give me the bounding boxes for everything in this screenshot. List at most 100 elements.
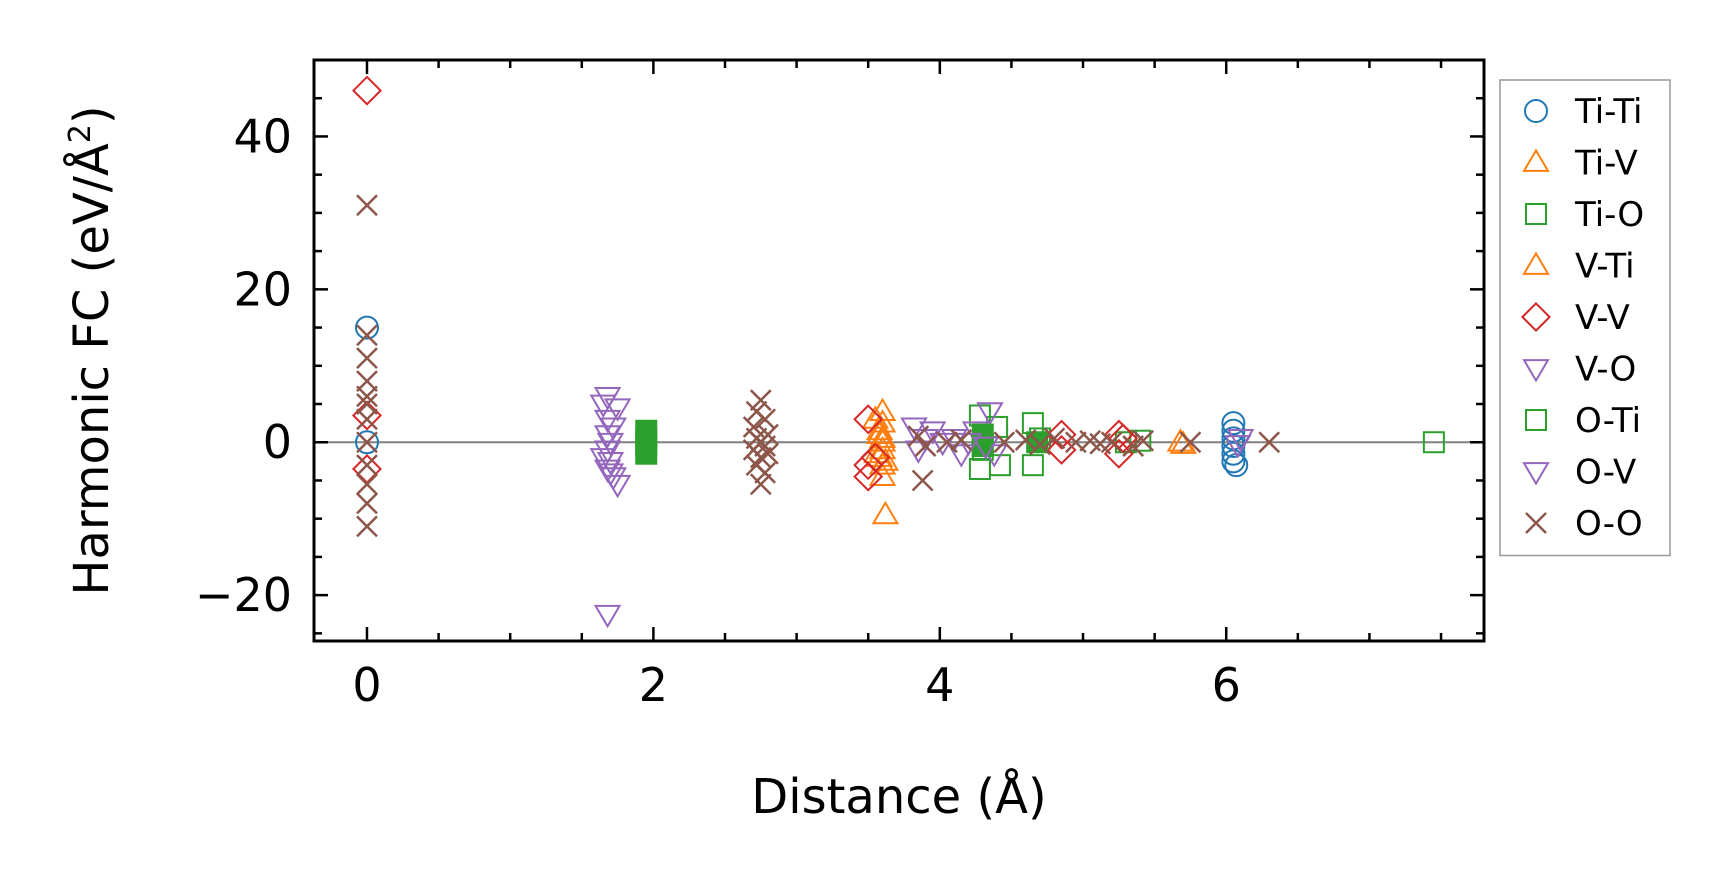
x-marker-stroke [749,389,772,412]
data-point [354,430,379,455]
legend-item: Ti-O [1525,195,1644,235]
legend-label: Ti-V [1574,144,1638,184]
data-point [354,315,379,340]
data-point [351,75,383,106]
data-point [1100,431,1123,454]
data-point [868,424,897,448]
legend-marker [1522,462,1550,486]
data-point [1108,423,1139,454]
x-marker-stroke [356,431,378,454]
legend-label: Ti-Ti [1574,92,1643,132]
x-marker-stroke [993,431,1016,454]
data-point [1258,431,1281,454]
x-marker-stroke [950,429,973,451]
data-point [1046,434,1077,465]
data-point [853,450,884,481]
x-marker-stroke [1122,435,1145,457]
x-tick-label: 6 [1212,658,1241,712]
data-point [754,435,776,457]
x-marker-stroke [356,347,378,370]
data-point [950,429,973,451]
data-point [1021,412,1044,435]
legend-label: O-O [1575,504,1643,544]
data-point [865,416,894,441]
data-point [904,440,933,464]
x-tick-label: 4 [925,658,954,712]
legend-item: V-V [1520,298,1630,338]
data-point [356,431,378,454]
data-point [356,408,378,431]
data-point [1046,419,1077,450]
data-point [1122,435,1145,457]
x-marker-stroke [356,393,378,415]
data-point [1021,454,1044,477]
data-point [599,417,628,441]
y-axis-label: Harmonic FC (eV/Å2) [63,105,120,595]
series-ti-ti [354,315,1249,478]
data-point [907,425,930,448]
x-marker-stroke [914,435,937,457]
data-point [968,457,991,480]
x-marker-stroke [356,370,378,392]
series-v-v [351,75,1139,492]
x-tick-label: 2 [639,658,668,712]
data-point [356,324,378,347]
data-point [593,425,622,449]
legend-marker [1522,251,1550,275]
data-point [1103,438,1134,469]
data-point [596,463,625,487]
x-marker-stroke [356,473,378,496]
data-point [356,492,378,515]
data-point [589,448,618,472]
x-marker-stroke [356,385,378,408]
series-o-o [356,194,1281,538]
axes-frame [312,58,1486,643]
legend-items: Ti-Ti Ti-V Ti-O V-Ti V-V V-O O-Ti O-V O-O [1520,92,1644,544]
data-point [596,451,625,476]
data-point [911,469,934,492]
data-point [1129,429,1152,452]
x-marker-stroke [1100,431,1123,454]
data-point [356,473,378,496]
x-marker-stroke [1525,512,1547,534]
data-point [971,436,1000,461]
x-marker-stroke [1029,433,1051,456]
legend-label: V-V [1575,298,1630,338]
data-point [868,435,897,460]
x-marker-stroke [1179,431,1202,454]
legend-item: Ti-V [1522,144,1638,184]
x-marker-stroke [907,425,930,448]
x-marker-stroke [754,435,776,457]
data-point [593,409,622,434]
legend-label: O-V [1575,453,1636,493]
legend-label: Ti-O [1574,195,1644,235]
legend-marker [1522,359,1550,383]
legend-item: Ti-Ti [1524,92,1643,132]
data-point [356,393,378,415]
data-point [749,389,772,412]
data-point [900,417,928,441]
x-marker-stroke [936,431,958,454]
y-tick-label: 0 [263,415,292,469]
data-point [1179,431,1202,454]
data-point [1014,429,1037,451]
x-axis-label: Distance (Å) [751,768,1046,825]
x-marker-stroke [742,416,765,438]
data-point [871,500,900,525]
legend-item: O-O [1525,504,1643,544]
data-point [853,404,884,435]
data-point [993,431,1016,454]
legend-marker [1520,301,1552,333]
data-point [1029,433,1051,456]
series-v-o [593,386,1255,629]
legend: Ti-Ti Ti-V Ti-O V-Ti V-V V-O O-Ti O-V O-O [1499,79,1671,557]
data-point [356,370,378,392]
data-point [914,435,937,457]
legend-item: O-Ti [1525,401,1641,441]
x-tick-label: 0 [352,658,381,712]
x-marker-stroke [1132,429,1155,452]
data-point [593,386,622,411]
legend-label: V-Ti [1575,247,1635,287]
